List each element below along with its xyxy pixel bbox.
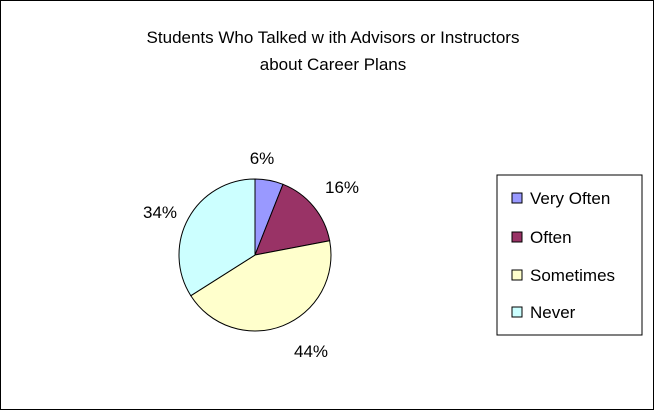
legend: Very Often Often Sometimes Never <box>511 189 615 322</box>
legend-swatch-often <box>511 231 523 243</box>
legend-label-sometimes: Sometimes <box>530 266 615 285</box>
legend-label-often: Often <box>530 228 572 247</box>
legend-swatch-never <box>511 306 523 318</box>
legend-swatch-sometimes <box>511 269 523 281</box>
legend-label-never: Never <box>530 303 576 322</box>
data-label-often: 16% <box>325 178 359 197</box>
data-label-sometimes: 44% <box>294 342 328 361</box>
legend-swatch-very-often <box>511 192 523 204</box>
legend-label-very-often: Very Often <box>530 189 610 208</box>
chart-title-line-1: Students Who Talked w ith Advisors or In… <box>147 28 520 47</box>
data-label-very-often: 6% <box>250 149 275 168</box>
pie-slice-never <box>178 178 256 297</box>
pie-data-labels: 6% 16% 44% 34% <box>143 149 359 361</box>
data-label-never: 34% <box>143 203 177 222</box>
pie-slice-often <box>254 183 331 256</box>
pie-slice-sometimes <box>190 240 332 332</box>
chart-title-line-2: about Career Plans <box>260 55 406 74</box>
pie-slices <box>178 178 332 332</box>
